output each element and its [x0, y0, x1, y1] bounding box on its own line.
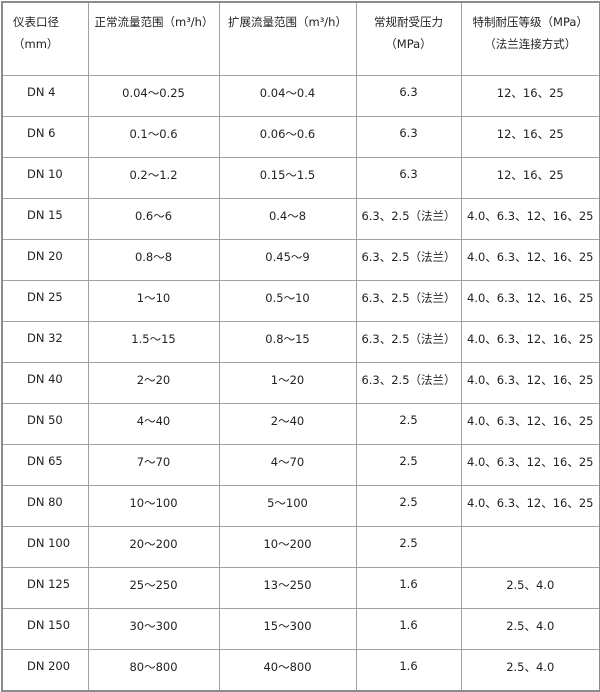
- cell-special-pressure: 2.5、4.0: [460, 567, 600, 609]
- cell-special-pressure: 4.0、6.3、12、16、25: [460, 321, 600, 363]
- cell-normal-pressure: 6.3、2.5（法兰）: [355, 198, 462, 240]
- cell-extended-flow: 0.4～8: [218, 198, 357, 240]
- cell-normal-pressure: 2.5: [355, 444, 462, 486]
- cell-normal-pressure: 6.3、2.5（法兰）: [355, 280, 462, 322]
- header-special-pressure: 特制耐压等级（MPa）（法兰连接方式）: [460, 1, 600, 76]
- cell-normal-flow: 4～40: [87, 403, 220, 445]
- table-row: DN 4 0.04～0.25 0.04～0.4 6.3 12、16、25: [1, 75, 600, 117]
- cell-extended-flow: 13～250: [218, 567, 357, 609]
- table-row: DN 125 25～250 13～250 1.6 2.5、4.0: [1, 567, 600, 609]
- cell-extended-flow: 1～20: [218, 362, 357, 404]
- cell-diameter: DN 50: [1, 403, 89, 445]
- cell-normal-flow: 80～800: [87, 649, 220, 691]
- cell-normal-pressure: 6.3: [355, 75, 462, 117]
- cell-extended-flow: 5～100: [218, 485, 357, 527]
- cell-diameter: DN 150: [1, 608, 89, 650]
- cell-normal-flow: 20～200: [87, 526, 220, 568]
- cell-extended-flow: 0.8～15: [218, 321, 357, 363]
- table-row: DN 150 30～300 15～300 1.6 2.5、4.0: [1, 608, 600, 650]
- cell-extended-flow: 2～40: [218, 403, 357, 445]
- cell-extended-flow: 0.15～1.5: [218, 157, 357, 199]
- cell-normal-flow: 10～100: [87, 485, 220, 527]
- cell-special-pressure: 4.0、6.3、12、16、25: [460, 280, 600, 322]
- cell-special-pressure: [460, 526, 600, 568]
- table-row: DN 80 10～100 5～100 2.5 4.0、6.3、12、16、25: [1, 485, 600, 527]
- cell-normal-flow: 0.2～1.2: [87, 157, 220, 199]
- cell-normal-flow: 0.6～6: [87, 198, 220, 240]
- cell-normal-pressure: 2.5: [355, 485, 462, 527]
- cell-normal-flow: 0.1～0.6: [87, 116, 220, 158]
- table-row: DN 65 7～70 4～70 2.5 4.0、6.3、12、16、25: [1, 444, 600, 486]
- cell-normal-pressure: 1.6: [355, 608, 462, 650]
- cell-extended-flow: 4～70: [218, 444, 357, 486]
- cell-extended-flow: 15～300: [218, 608, 357, 650]
- cell-diameter: DN 15: [1, 198, 89, 240]
- header-diameter: 仪表口径（mm）: [1, 1, 89, 76]
- cell-diameter: DN 80: [1, 485, 89, 527]
- cell-extended-flow: 0.06～0.6: [218, 116, 357, 158]
- header-extended-flow: 扩展流量范围（m³/h）: [218, 1, 357, 76]
- cell-diameter: DN 200: [1, 649, 89, 691]
- cell-diameter: DN 32: [1, 321, 89, 363]
- cell-normal-flow: 0.8～8: [87, 239, 220, 281]
- table-row: DN 40 2～20 1～20 6.3、2.5（法兰） 4.0、6.3、12、16、25: [1, 362, 600, 404]
- cell-special-pressure: 4.0、6.3、12、16、25: [460, 444, 600, 486]
- cell-extended-flow: 40～800: [218, 649, 357, 691]
- cell-normal-pressure: 1.6: [355, 649, 462, 691]
- header-normal-pressure: 常规耐受压力（MPa）: [355, 1, 462, 76]
- cell-diameter: DN 4: [1, 75, 89, 117]
- cell-normal-flow: 2～20: [87, 362, 220, 404]
- table-row: DN 10 0.2～1.2 0.15～1.5 6.3 12、16、25: [1, 157, 600, 199]
- cell-diameter: DN 40: [1, 362, 89, 404]
- cell-extended-flow: 0.45～9: [218, 239, 357, 281]
- table-row: DN 20 0.8～8 0.45～9 6.3、2.5（法兰） 4.0、6.3、12、16…: [1, 239, 600, 281]
- header-normal-flow: 正常流量范围（m³/h）: [87, 1, 220, 76]
- cell-special-pressure: 4.0、6.3、12、16、25: [460, 403, 600, 445]
- cell-special-pressure: 12、16、25: [460, 75, 600, 117]
- cell-diameter: DN 25: [1, 280, 89, 322]
- cell-extended-flow: 10～200: [218, 526, 357, 568]
- cell-normal-pressure: 6.3、2.5（法兰）: [355, 362, 462, 404]
- cell-extended-flow: 0.04～0.4: [218, 75, 357, 117]
- cell-special-pressure: 2.5、4.0: [460, 649, 600, 691]
- table-row: DN 6 0.1～0.6 0.06～0.6 6.3 12、16、25: [1, 116, 600, 158]
- cell-normal-pressure: 2.5: [355, 403, 462, 445]
- cell-diameter: DN 125: [1, 567, 89, 609]
- cell-normal-pressure: 6.3、2.5（法兰）: [355, 321, 462, 363]
- table-row: DN 50 4～40 2～40 2.5 4.0、6.3、12、16、25: [1, 403, 600, 445]
- table-row: DN 32 1.5～15 0.8～15 6.3、2.5（法兰） 4.0、6.3、12、1…: [1, 321, 600, 363]
- table-row: DN 100 20～200 10～200 2.5: [1, 526, 600, 568]
- cell-normal-pressure: 6.3: [355, 157, 462, 199]
- cell-special-pressure: 4.0、6.3、12、16、25: [460, 239, 600, 281]
- cell-normal-flow: 1.5～15: [87, 321, 220, 363]
- table-row: DN 15 0.6～6 0.4～8 6.3、2.5（法兰） 4.0、6.3、12、16、…: [1, 198, 600, 240]
- cell-extended-flow: 0.5～10: [218, 280, 357, 322]
- cell-normal-pressure: 6.3: [355, 116, 462, 158]
- cell-normal-flow: 7～70: [87, 444, 220, 486]
- cell-normal-flow: 25～250: [87, 567, 220, 609]
- cell-special-pressure: 2.5、4.0: [460, 608, 600, 650]
- cell-diameter: DN 100: [1, 526, 89, 568]
- cell-special-pressure: 12、16、25: [460, 157, 600, 199]
- cell-normal-pressure: 1.6: [355, 567, 462, 609]
- header-row: 仪表口径（mm） 正常流量范围（m³/h） 扩展流量范围（m³/h） 常规耐受压…: [1, 1, 600, 76]
- cell-normal-flow: 30～300: [87, 608, 220, 650]
- cell-special-pressure: 4.0、6.3、12、16、25: [460, 485, 600, 527]
- table-row: DN 200 80～800 40～800 1.6 2.5、4.0: [1, 649, 600, 691]
- cell-special-pressure: 4.0、6.3、12、16、25: [460, 198, 600, 240]
- cell-special-pressure: 4.0、6.3、12、16、25: [460, 362, 600, 404]
- cell-normal-flow: 1～10: [87, 280, 220, 322]
- cell-diameter: DN 6: [1, 116, 89, 158]
- cell-special-pressure: 12、16、25: [460, 116, 600, 158]
- table-row: DN 25 1～10 0.5～10 6.3、2.5（法兰） 4.0、6.3、12、16、…: [1, 280, 600, 322]
- cell-diameter: DN 20: [1, 239, 89, 281]
- cell-diameter: DN 10: [1, 157, 89, 199]
- cell-normal-pressure: 6.3、2.5（法兰）: [355, 239, 462, 281]
- cell-normal-pressure: 2.5: [355, 526, 462, 568]
- cell-normal-flow: 0.04～0.25: [87, 75, 220, 117]
- cell-diameter: DN 65: [1, 444, 89, 486]
